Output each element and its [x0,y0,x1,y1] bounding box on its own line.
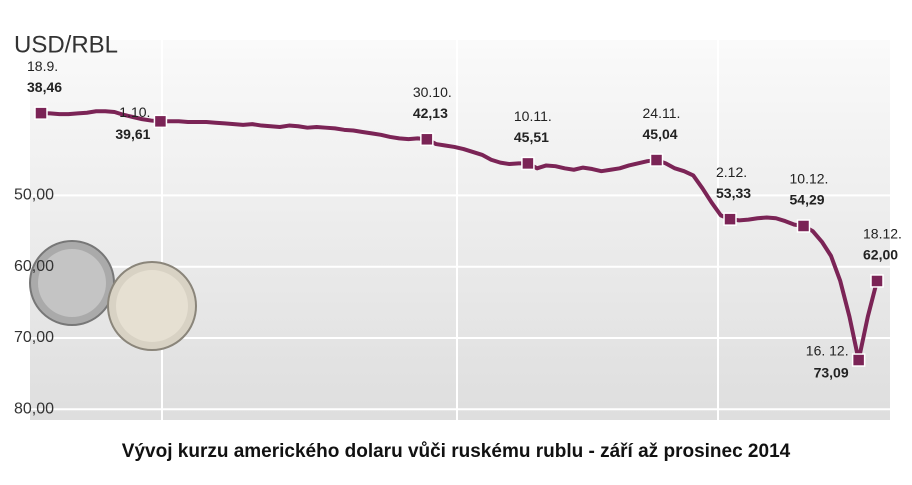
date-label: 2.12. [716,164,747,180]
coin-dollar-face [116,270,188,342]
value-label: 45,51 [514,129,549,145]
value-label: 39,61 [115,126,150,142]
date-label: 24.11. [643,105,681,121]
date-label: 18.9. [27,58,58,74]
date-label: 1.10. [119,104,150,120]
y-tick-label: 70,00 [14,329,54,346]
date-label: 10.11. [514,108,552,124]
marker [796,219,811,233]
coins-illustration [29,240,197,351]
date-label: 10.12. [790,171,829,187]
marker [420,132,434,147]
marker [870,274,884,288]
value-label: 45,04 [643,126,678,142]
caption: Vývoj kurzu amerického dolaru vůči ruské… [122,441,791,462]
value-label: 54,29 [790,192,825,208]
chart-title: USD/RBL [14,31,118,58]
date-label: 18.12. [863,226,902,242]
value-label: 62,00 [863,247,898,263]
marker [153,114,168,129]
value-label: 38,46 [27,79,62,95]
marker [649,153,664,167]
marker [851,353,866,367]
marker [34,106,48,120]
value-label: 53,33 [716,185,751,201]
y-tick-label: 50,00 [14,187,54,204]
line [40,109,879,363]
marker [521,156,535,171]
y-tick-label: 80,00 [14,401,54,418]
value-label: 42,13 [413,105,448,121]
plot-area [30,40,890,420]
marker [723,212,737,226]
coin-ruble-face [38,249,106,317]
value-label: 73,09 [814,365,849,381]
y-tick-label: 60,00 [14,258,54,275]
date-label: 30.10. [413,84,452,100]
date-label: 16. 12. [806,343,849,359]
